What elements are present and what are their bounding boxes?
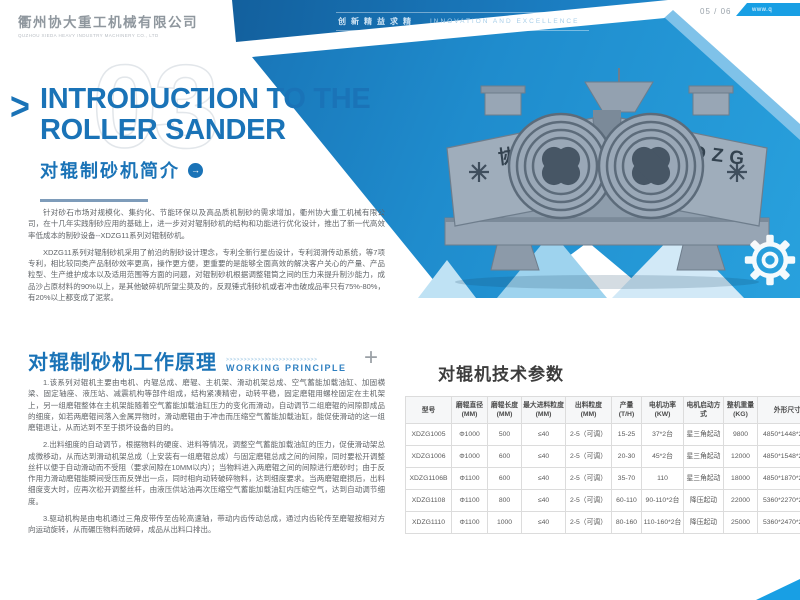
arrow-circle-icon: → [188,162,203,178]
col-header: 产量(T/H) [611,395,642,425]
principle-paragraphs: 1.该系列对辊机主要由电机、内辊总成、磨辊、主机架、滑动机架总成、空气蓄能加载油… [28,377,385,541]
table-row: XDZG1006 Φ1000 600 ≤40 2-5（可调） 20-30 45*… [405,445,800,469]
principle-paragraph-1: 1.该系列对辊机主要由电机、内辊总成、磨辊、主机架、滑动机架总成、空气蓄能加载油… [28,378,385,432]
cell-model: XDZG1006 [405,445,452,469]
cell-model: XDZG1005 [405,423,452,447]
starburst-icon [469,162,489,182]
table-row: XDZG1108 Φ1100 800 ≤40 2-5（可调） 60-110 90… [405,489,800,513]
cell-model: XDZG1106B [405,467,452,491]
corner-triangle [756,579,800,600]
title-line-1: INTRODUCTION TO THE [40,83,371,115]
slogan-en: INNOVATION AND EXCELLENCE [430,18,580,25]
page-title: INTRODUCTION TO THE ROLLER SANDER [40,83,371,147]
roller-vent-right [597,112,705,220]
table-row: XDZG1106B Φ1100 600 ≤40 2-5（可调） 35-70 11… [405,467,800,491]
plus-decoration: + [364,344,379,371]
chevron-right-icon: > [10,85,30,129]
col-header: 磨辊直径(MM) [451,395,488,425]
specs-table: 型号 磨辊直径(MM) 磨辊长度(MM) 最大进料粒度(MM) 出料粒度(MM)… [405,395,800,535]
intro-paragraph-1: 针对砂石市场对规模化、集约化、节能环保以及高品质机制砂的需求增加，衢州协大重工机… [28,208,385,240]
header-slogan: 创新精益求精 INNOVATION AND EXCELLENCE [336,12,590,31]
cell-model: XDZG1108 [405,489,452,513]
subtitle-row: 对辊制砂机简介 → [40,157,203,183]
principle-paragraph-3: 3.驱动机构是由电机通过三角皮带传至齿轮高速轴，带动内齿传动总成，通过内齿轮传至… [28,513,385,534]
subtitle-cn: 对辊制砂机简介 [40,161,180,181]
roller-sander-machine-image: 协大重工 XDZG [444,68,770,289]
page-number: 05 / 06 [700,7,732,16]
col-header: 电机启动方式 [683,395,724,425]
col-header: 最大进料粒度(MM) [521,395,566,425]
intro-paragraphs: 针对砂石市场对规模化、集约化、节能环保以及高品质机制砂的需求增加，衢州协大重工机… [28,207,385,309]
section-number-watermark: 03 [91,41,220,173]
roller-vent-left [507,112,615,220]
company-name-cn: 衢州协大重工机械有限公司 [18,15,198,30]
col-header: 电机功率(KW) [641,395,684,425]
principle-heading-en: WORKING PRINCIPLE [226,363,347,373]
principle-heading-cn: 对辊制砂机工作原理 [28,352,217,374]
deco-arrows: >>>>>>>>>>>>>>>>>>>>>>>>>> [226,357,318,363]
table-row: XDZG1110 Φ1100 1000 ≤40 2-5（可调） 80-160 1… [405,511,800,535]
col-header: 磨辊长度(MM) [487,395,522,425]
starburst-icon [727,162,747,182]
title-divider [40,199,148,202]
col-header: 整机重量(KG) [723,395,758,425]
intro-paragraph-2: XDZG11系列对辊制砂机采用了前沿的制砂设计理念，专利全新行星齿设计，专利润滑… [28,247,385,302]
col-header: 出料粒度(MM) [565,395,612,425]
gear-icon [744,234,796,286]
col-header: 型号 [405,395,452,425]
table-row: XDZG1005 Φ1000 500 ≤40 2-5（可调） 15-25 37*… [405,423,800,447]
company-logo: 衢州协大重工机械有限公司 QUZHOU XIEDA HEAVY INDUSTRY… [18,11,198,38]
slogan-cn: 创新精益求精 [338,17,416,26]
working-principle-heading: 对辊制砂机工作原理 >>>>>>>>>>>>>>>>>>>>>>>>>> WOR… [28,346,347,375]
principle-paragraph-2: 2.出料细度的自动调节，根据物料的硬度、进料等情况，调整空气蓄能加载油缸的压力，… [28,440,385,506]
cell-model: XDZG1110 [405,511,452,535]
website-ribbon[interactable]: www.q [736,3,800,16]
title-line-2: ROLLER SANDER [40,114,286,147]
company-name-en: QUZHOU XIEDA HEAVY INDUSTRY MACHINERY CO… [18,33,159,38]
specs-header-row: 型号 磨辊直径(MM) 磨辊长度(MM) 最大进料粒度(MM) 出料粒度(MM)… [405,395,800,425]
col-header: 外形尺寸(长*宽*高) [757,395,800,425]
specs-heading: 对辊机技术参数 [438,365,564,384]
